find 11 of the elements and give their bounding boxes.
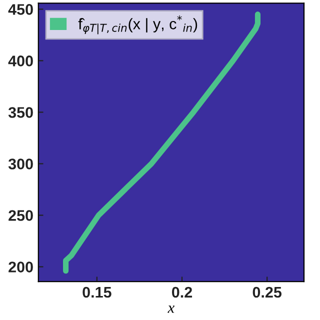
x-tick-label: 0.15 bbox=[82, 286, 112, 298]
y-tick-label: 400 bbox=[8, 56, 33, 66]
x-tick-label: 0.25 bbox=[252, 286, 282, 298]
legend-label: f̂$_{φT|T,cin}$(x | y, c$^{*}$$_{in}$) bbox=[78, 15, 198, 34]
y-tick-label: 250 bbox=[8, 210, 33, 221]
x-axis-title: x bbox=[168, 306, 174, 313]
y-tick-label: 350 bbox=[8, 107, 33, 118]
y-tick-label: 450 bbox=[8, 4, 33, 15]
y-tick-label: 200 bbox=[8, 262, 33, 272]
x-tick-label: 0.2 bbox=[172, 286, 192, 298]
y-tick-label: 300 bbox=[8, 158, 33, 170]
